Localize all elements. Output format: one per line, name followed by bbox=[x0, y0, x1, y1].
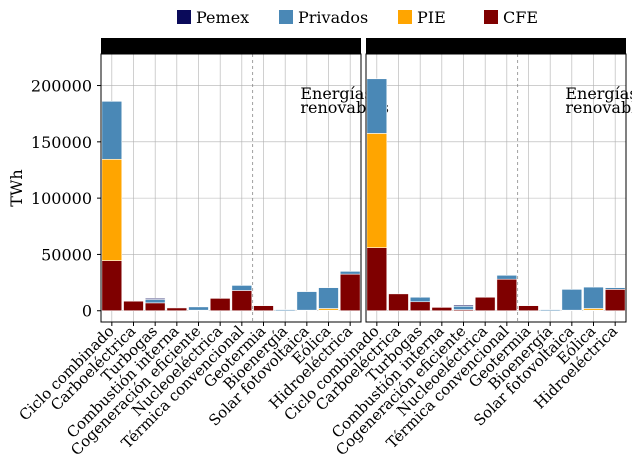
panel-frame bbox=[365, 53, 627, 323]
panel-header-strip bbox=[366, 38, 626, 54]
annotation-renewables: renovables bbox=[565, 98, 632, 117]
bar-pemex bbox=[188, 305, 209, 308]
bar-privados bbox=[409, 296, 431, 303]
legend-swatch-pemex bbox=[177, 10, 191, 24]
bar-privados bbox=[274, 309, 296, 312]
bar-cfe bbox=[339, 273, 361, 312]
bar-privados bbox=[583, 286, 604, 309]
bar-cfe bbox=[518, 305, 539, 312]
bar-privados bbox=[366, 78, 388, 134]
bar-cfe bbox=[409, 301, 431, 312]
y-tick-label: 0 bbox=[82, 302, 92, 321]
bar-cfe bbox=[388, 293, 409, 312]
y-axis-label: TWh bbox=[7, 169, 26, 206]
bar-cfe bbox=[604, 289, 626, 312]
bar-cfe bbox=[496, 278, 518, 312]
legend-swatch-privados bbox=[279, 10, 293, 24]
y-tick-label: 200000 bbox=[31, 77, 92, 96]
bar-cfe bbox=[474, 296, 496, 312]
bar-cfe bbox=[209, 298, 231, 312]
bar-cfe bbox=[166, 307, 188, 312]
y-tick-label: 100000 bbox=[31, 189, 92, 208]
bar-cfe bbox=[101, 260, 123, 312]
bar-cfe bbox=[144, 302, 166, 312]
bar-privados bbox=[188, 306, 209, 311]
bar-privados bbox=[339, 271, 361, 275]
bar-cfe bbox=[231, 290, 253, 312]
legend-swatch-cfe bbox=[484, 10, 498, 24]
bar-pemex bbox=[144, 298, 166, 300]
annotation-renewables: Energías bbox=[565, 84, 632, 103]
bar-privados bbox=[144, 299, 166, 304]
legend-label-cfe: CFE bbox=[503, 8, 538, 27]
bar-privados bbox=[604, 287, 626, 290]
legend-label-pemex: Pemex bbox=[196, 8, 249, 27]
bar-cfe bbox=[253, 305, 274, 312]
bar-privados bbox=[318, 287, 339, 309]
bar-privados bbox=[231, 285, 253, 291]
legend-swatch-pie bbox=[398, 10, 412, 24]
panel-header-strip bbox=[101, 38, 361, 54]
bar-privados bbox=[539, 309, 561, 312]
bar-privados bbox=[496, 274, 518, 280]
bar-cfe bbox=[366, 247, 388, 312]
legend-label-privados: Privados bbox=[298, 8, 368, 27]
bar-privados bbox=[296, 291, 318, 311]
bar-privados bbox=[561, 289, 583, 311]
bar-cfe bbox=[431, 307, 453, 312]
bar-privados bbox=[101, 100, 123, 160]
legend-label-pie: PIE bbox=[417, 8, 446, 27]
y-tick-label: 50000 bbox=[41, 245, 92, 264]
bar-pie bbox=[101, 158, 123, 261]
bar-pemex bbox=[453, 304, 474, 307]
bar-cfe bbox=[123, 300, 144, 312]
annotation-renewables: Energías bbox=[300, 84, 372, 103]
panel-frame bbox=[100, 53, 362, 323]
bar-privados bbox=[453, 305, 474, 310]
bar-pie bbox=[366, 133, 388, 248]
y-tick-label: 150000 bbox=[31, 133, 92, 152]
